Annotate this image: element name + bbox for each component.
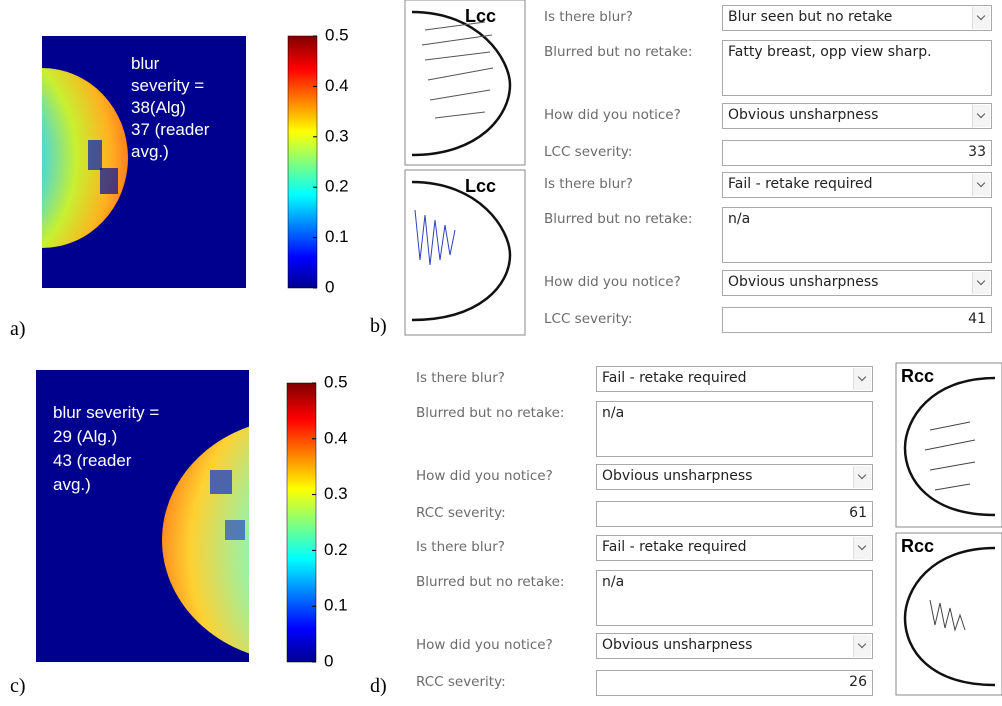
colorbar-tick-label: 0.2 (325, 177, 349, 196)
dropdown-value: Obvious unsharpness (602, 468, 752, 484)
colorbar-tick-label: 0.3 (325, 126, 349, 145)
field-label: How did you notice? (416, 468, 553, 484)
dropdown-value: Fail - retake required (602, 539, 747, 555)
dropdown[interactable]: Obvious unsharpness (722, 103, 992, 129)
dropdown-arrow[interactable] (972, 272, 990, 294)
panel-label: b) (370, 315, 387, 337)
severity-input[interactable]: 41 (722, 307, 992, 333)
field-label: RCC severity: (416, 505, 506, 521)
field-label: Blurred but no retake: (416, 405, 564, 421)
field-label: RCC severity: (416, 674, 506, 690)
dropdown-value: Fail - retake required (728, 176, 873, 192)
colorbar-tick-label: 0.5 (325, 25, 349, 44)
field-label: Is there blur? (416, 539, 505, 555)
panel-label: c) (10, 675, 26, 697)
colorbar-tick-label: 0.1 (324, 596, 348, 615)
annotation-line: 43 (reader (53, 451, 132, 470)
dropdown[interactable]: Obvious unsharpness (596, 464, 873, 490)
field-label: Blurred but no retake: (544, 211, 692, 227)
figure: a) b) c) d) blur severity = 38(Alg) 37 (reader a… (0, 0, 1002, 706)
field-label: LCC severity: (544, 144, 632, 160)
colorbar (288, 36, 317, 288)
comment-box[interactable]: n/a (596, 570, 873, 626)
dropdown[interactable]: Fail - retake required (596, 535, 873, 561)
image-label: Rcc (901, 366, 934, 386)
panel-label: d) (370, 675, 387, 697)
colorbar-tick-label: 0.3 (324, 484, 348, 503)
field-label: How did you notice? (544, 107, 681, 123)
dropdown-value: Obvious unsharpness (728, 274, 878, 290)
dropdown[interactable]: Blur seen but no retake (722, 5, 992, 31)
dropdown[interactable]: Fail - retake required (722, 172, 992, 198)
image-label: Lcc (465, 176, 496, 196)
annotation-line: avg.) (53, 475, 91, 494)
annotation-line: avg.) (131, 142, 169, 161)
field-label: LCC severity: (544, 311, 632, 327)
panel-label: a) (10, 318, 26, 340)
dropdown[interactable]: Obvious unsharpness (596, 633, 873, 659)
dropdown-value: Obvious unsharpness (602, 637, 752, 653)
field-label: How did you notice? (544, 274, 681, 290)
field-label: Is there blur? (544, 9, 633, 25)
field-label: How did you notice? (416, 637, 553, 653)
comment-box[interactable]: Fatty breast, opp view sharp. (722, 40, 992, 96)
colorbar-tick-label: 0.4 (324, 428, 348, 447)
severity-input[interactable]: 26 (596, 670, 873, 696)
colorbar-tick-label: 0.1 (325, 227, 349, 246)
colorbar-tick-label: 0 (324, 651, 333, 670)
annotation-line: blur severity = (53, 403, 159, 422)
annotation-line: 38(Alg) (131, 98, 186, 117)
annotation-line: severity = (131, 76, 204, 95)
dropdown-value: Fail - retake required (602, 370, 747, 386)
field-label: Is there blur? (416, 370, 505, 386)
dropdown-arrow[interactable] (972, 174, 990, 196)
dropdown-arrow[interactable] (853, 537, 871, 559)
severity-input[interactable]: 33 (722, 140, 992, 166)
comment-box[interactable]: n/a (722, 207, 992, 263)
dropdown[interactable]: Fail - retake required (596, 366, 873, 392)
dropdown-arrow[interactable] (972, 105, 990, 127)
dropdown-arrow[interactable] (972, 7, 990, 29)
annotation-line: 37 (reader (131, 120, 210, 139)
dropdown-arrow[interactable] (853, 635, 871, 657)
colorbar (287, 383, 316, 662)
dropdown-value: Blur seen but no retake (728, 9, 892, 25)
colorbar-tick-label: 0 (325, 277, 334, 296)
dropdown-arrow[interactable] (853, 368, 871, 390)
comment-box[interactable]: n/a (596, 401, 873, 457)
image-label: Rcc (901, 536, 934, 556)
field-label: Is there blur? (544, 176, 633, 192)
severity-input[interactable]: 61 (596, 501, 873, 527)
dropdown-arrow[interactable] (853, 466, 871, 488)
dropdown[interactable]: Obvious unsharpness (722, 270, 992, 296)
colorbar-tick-label: 0.5 (324, 372, 348, 391)
annotation-line: blur (131, 54, 160, 73)
colorbar-tick-label: 0.4 (325, 76, 349, 95)
field-label: Blurred but no retake: (416, 574, 564, 590)
field-label: Blurred but no retake: (544, 44, 692, 60)
image-label: Lcc (465, 6, 496, 26)
annotation-line: 29 (Alg.) (53, 427, 117, 446)
dropdown-value: Obvious unsharpness (728, 107, 878, 123)
colorbar-tick-label: 0.2 (324, 540, 348, 559)
